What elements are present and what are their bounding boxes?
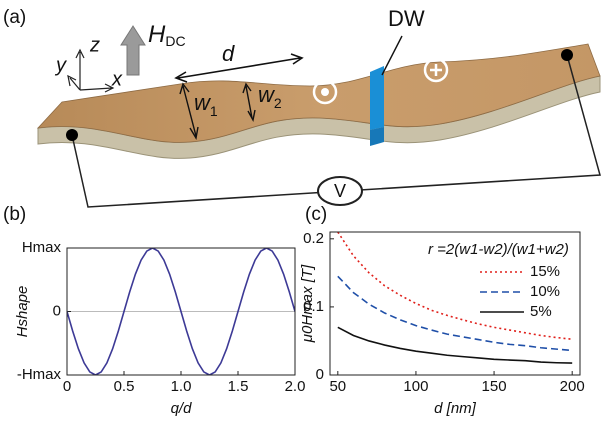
dw-label: DW	[388, 6, 425, 31]
x-tick-label: 1.0	[171, 378, 192, 395]
domain-wall-side	[370, 127, 384, 146]
coordinate-axes	[67, 48, 115, 93]
plot-lines	[67, 248, 295, 375]
plot-frame	[329, 231, 581, 376]
panel-a: (a) V z y x HDC d w1	[3, 6, 601, 208]
panel-label: (b)	[3, 204, 26, 225]
x-tick-label: 200	[560, 378, 585, 395]
series-line	[67, 248, 295, 375]
electrode	[66, 129, 78, 141]
panel-label: (a)	[3, 7, 26, 28]
axis-z: z	[89, 34, 100, 56]
legend-label: 15%	[530, 263, 560, 280]
legend-label: 5%	[530, 303, 552, 320]
y-tick-label: 0	[316, 366, 324, 383]
w2-label: w2	[258, 82, 282, 111]
y-tick-label: -Hmax	[17, 366, 62, 383]
y-tick-label: Hmax	[22, 239, 62, 256]
y-tick-label: 0.2	[303, 230, 324, 247]
strip-top	[36, 43, 601, 143]
y-axis-label: Hshape	[14, 286, 31, 338]
series-line	[337, 326, 573, 364]
series-line	[337, 232, 573, 341]
panel-label: (c)	[305, 204, 327, 225]
electrode	[561, 49, 573, 61]
x-tick-label: 1.5	[228, 378, 249, 395]
axis-y: y	[54, 54, 67, 76]
x-tick-label: 50	[329, 378, 346, 395]
x-tick-label: 2.0	[285, 378, 306, 395]
field-arrow	[120, 25, 146, 76]
legend-title: r =2(w1-w2)/(w1+w2)	[428, 241, 569, 258]
plot-frame	[66, 247, 296, 376]
w1-label: w1	[194, 90, 218, 119]
charts: (b)0 0.5 1.0 1.5 2.0-Hmax0Hmaxq/dHshape(c)50…	[3, 204, 585, 417]
field-label: HDC	[148, 21, 186, 48]
out-of-plane-symbol	[312, 79, 338, 105]
series-line	[337, 275, 573, 352]
w2-arrow	[242, 82, 256, 123]
d-label: d	[222, 41, 235, 66]
x-tick-label: 150	[482, 378, 507, 395]
x-axis-label: d [nm]	[434, 400, 477, 417]
w1-arrow	[179, 82, 199, 140]
y-tick-label: 0	[53, 302, 61, 319]
y-axis-label: μ0Hmax [T]	[299, 264, 316, 343]
x-tick-label: 100	[403, 378, 428, 395]
x-axis-label: q/d	[171, 400, 193, 417]
y-tick-label: 0.1	[303, 298, 324, 315]
voltmeter	[317, 176, 363, 206]
dw-pointer	[381, 35, 403, 76]
d-arrow	[174, 53, 304, 83]
x-tick-label: 0	[63, 378, 71, 395]
domain-wall	[370, 66, 384, 130]
legend-label: 10%	[530, 283, 560, 300]
into-plane-symbol	[423, 57, 449, 83]
voltmeter-label: V	[334, 181, 346, 201]
axis-x: x	[111, 68, 123, 90]
x-tick-label: 0.5	[114, 378, 135, 395]
plot-lines	[337, 232, 573, 364]
